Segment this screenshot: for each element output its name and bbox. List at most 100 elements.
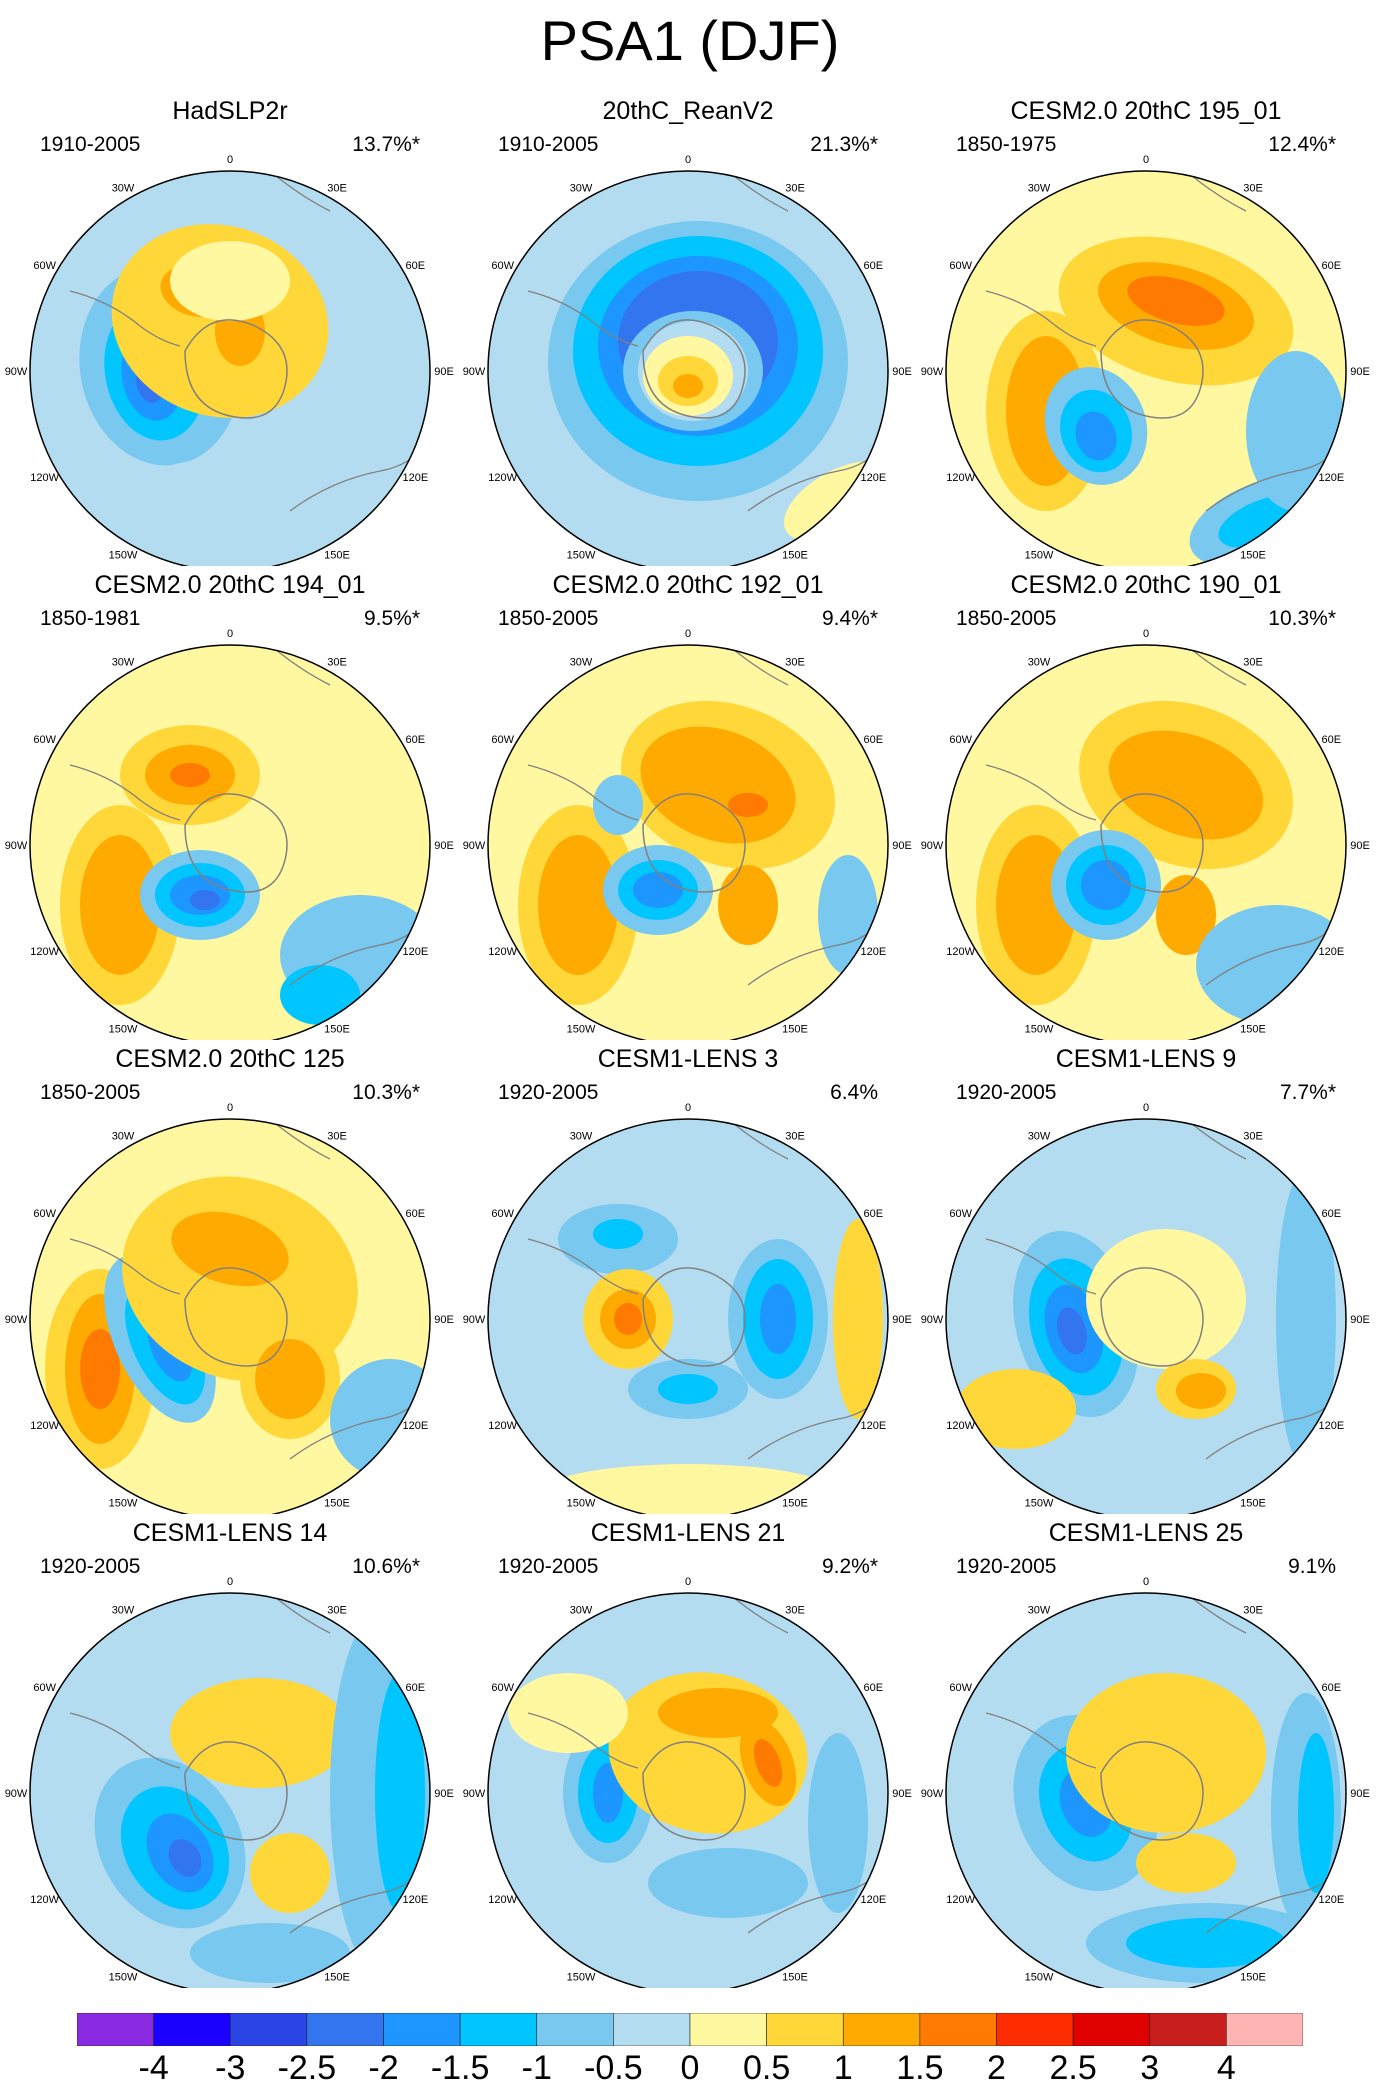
longitude-label: 60E xyxy=(864,1682,884,1694)
longitude-label: 90E xyxy=(1350,366,1370,378)
contour-region xyxy=(280,965,360,1025)
panel-title: CESM1-LENS 9 xyxy=(1055,1045,1237,1073)
colorbar-swatch xyxy=(306,2013,384,2046)
longitude-label: 150E xyxy=(324,1972,350,1984)
contour-region xyxy=(375,1673,425,1913)
anomaly-field xyxy=(488,171,888,566)
antarctica-coastline xyxy=(1100,793,1204,893)
longitude-label: 30W xyxy=(570,1130,593,1142)
map-panel: CESM1-LENS 3 1920-2005 6.4% 0 30E 60E 90E 120E 1… xyxy=(458,1044,918,1516)
longitude-label: 90E xyxy=(892,1314,912,1326)
south-america-coastline xyxy=(527,290,639,347)
south-america-coastline xyxy=(985,1712,1097,1769)
longitude-label: 0 xyxy=(227,1102,233,1114)
longitude-label: 90E xyxy=(892,840,912,852)
panel-years: 1910-2005 xyxy=(498,133,599,156)
south-america-coastline xyxy=(527,1238,639,1295)
colorbar-tick-label: 2 xyxy=(987,2049,1006,2087)
colorbar-swatch xyxy=(536,2013,614,2046)
panel-title: CESM2.0 20thC 192_01 xyxy=(552,571,824,599)
contour-region xyxy=(728,793,768,817)
longitude-label: 60W xyxy=(491,1682,514,1694)
longitude-label: 60E xyxy=(406,1682,426,1694)
longitude-label: 60E xyxy=(1322,1208,1342,1220)
longitude-label: 120E xyxy=(402,1420,428,1432)
south-america-coastline xyxy=(69,764,181,821)
longitude-label: 90E xyxy=(1350,1788,1370,1800)
longitude-label: 60E xyxy=(864,734,884,746)
longitude-label: 120E xyxy=(1318,472,1344,484)
longitude-label: 150E xyxy=(782,550,808,562)
longitude-label: 0 xyxy=(685,628,691,640)
anomaly-field xyxy=(488,645,888,1040)
south-america-coastline xyxy=(527,764,639,821)
colorbar-tick-label: -0.5 xyxy=(584,2049,643,2087)
longitude-label: 120W xyxy=(946,946,975,958)
panel-years: 1850-2005 xyxy=(956,607,1057,630)
longitude-label: 150E xyxy=(1240,1024,1266,1036)
longitude-label: 120W xyxy=(488,1894,517,1906)
longitude-label: 30E xyxy=(1243,656,1263,668)
longitude-label: 30E xyxy=(1243,182,1263,194)
colorbar-swatch xyxy=(1072,2013,1151,2046)
longitude-label: 60W xyxy=(491,260,514,272)
panel-years: 1920-2005 xyxy=(498,1081,599,1104)
colorbar xyxy=(77,2013,1303,2046)
colorbar-swatch xyxy=(842,2013,921,2046)
colorbar-swatch xyxy=(689,2013,767,2046)
longitude-label: 150E xyxy=(324,1024,350,1036)
longitude-label: 120E xyxy=(402,472,428,484)
polar-map: 030E60E90E120E150E180150W120W90W60W30W xyxy=(5,1102,454,1514)
longitude-label: 150E xyxy=(1240,550,1266,562)
longitude-label: 30W xyxy=(570,182,593,194)
longitude-label: 90W xyxy=(463,366,486,378)
longitude-label: 90W xyxy=(463,1788,486,1800)
antarctica-coastline xyxy=(184,319,288,419)
longitude-label: 0 xyxy=(227,1576,233,1588)
longitude-label: 30E xyxy=(785,1604,805,1616)
contour-region xyxy=(1086,1229,1246,1369)
longitude-label: 60E xyxy=(1322,260,1342,272)
antarctica-coastline xyxy=(642,1267,746,1367)
longitude-label: 120E xyxy=(1318,1894,1344,1906)
contour-region xyxy=(1176,1373,1226,1409)
colorbar-swatch xyxy=(1149,2013,1227,2046)
contour-region xyxy=(1127,276,1225,326)
longitude-label: 30W xyxy=(1028,1604,1051,1616)
colorbar-swatch xyxy=(77,2013,154,2046)
map-panel: CESM1-LENS 21 1920-2005 9.2%* 0 30E 60E 90E 120… xyxy=(458,1518,918,1990)
longitude-label: 30W xyxy=(112,656,135,668)
colorbar-tick-label: 2.5 xyxy=(1049,2049,1097,2087)
contour-region xyxy=(1075,411,1117,461)
south-america-coastline xyxy=(69,1712,181,1769)
variance-explained: 12.4%* xyxy=(1268,133,1336,156)
longitude-label: 120E xyxy=(860,946,886,958)
map-border xyxy=(945,170,1347,566)
panel-title: CESM2.0 20thC 194_01 xyxy=(94,571,366,599)
longitude-label: 150E xyxy=(1240,1972,1266,1984)
polar-map: 030E60E90E120E150E180150W120W90W60W30W xyxy=(463,154,912,566)
map-panel: CESM2.0 20thC 195_01 1850-1975 12.4%* 0 30E 6… xyxy=(916,96,1376,568)
colorbar-tick-label: -4 xyxy=(138,2049,169,2087)
map-border xyxy=(29,170,431,566)
longitude-label: 60W xyxy=(33,260,56,272)
longitude-label: 150W xyxy=(567,1498,596,1510)
longitude-label: 0 xyxy=(227,154,233,166)
polar-map: 030E60E90E120E150E180150W120W90W60W30W xyxy=(921,1576,1370,1988)
map-border xyxy=(487,170,889,566)
antarctica-coastline xyxy=(1100,1741,1204,1841)
longitude-label: 120E xyxy=(402,946,428,958)
longitude-label: 120W xyxy=(30,1894,59,1906)
longitude-label: 150E xyxy=(324,550,350,562)
map-border xyxy=(945,1118,1347,1514)
map-border xyxy=(487,1592,889,1988)
panel-years: 1920-2005 xyxy=(40,1555,141,1578)
longitude-label: 150W xyxy=(109,1498,138,1510)
contour-region xyxy=(508,1673,628,1753)
contour-region xyxy=(1298,1733,1334,1893)
longitude-label: 90E xyxy=(434,1314,454,1326)
longitude-label: 60W xyxy=(949,1208,972,1220)
longitude-label: 120E xyxy=(1318,1420,1344,1432)
anomaly-field xyxy=(946,1119,1346,1514)
longitude-label: 30W xyxy=(570,1604,593,1616)
